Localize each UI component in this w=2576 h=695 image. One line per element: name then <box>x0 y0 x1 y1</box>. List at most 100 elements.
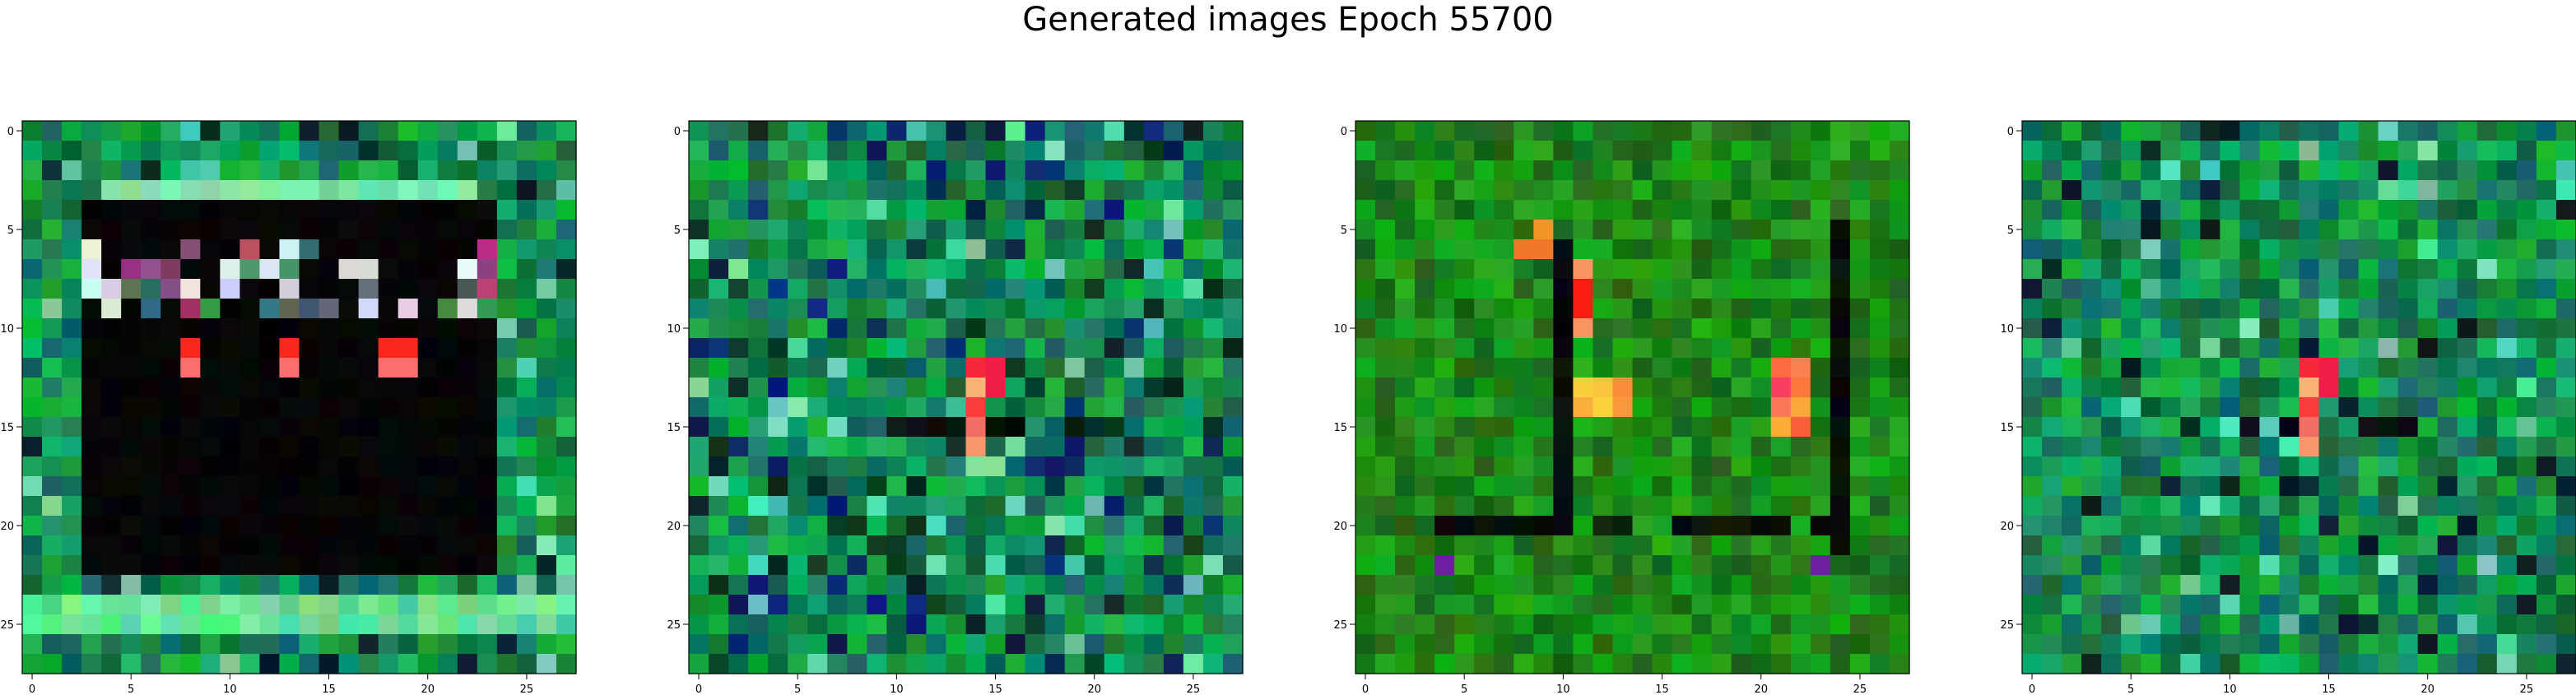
pixel-cell <box>728 239 749 260</box>
pixel-cell <box>417 259 439 280</box>
pixel-cell <box>141 555 161 576</box>
pixel-cell <box>2042 279 2062 299</box>
pixel-cell <box>358 397 379 418</box>
pixel-cell <box>2220 318 2240 339</box>
pixel-cell <box>2141 160 2161 181</box>
pixel-cell <box>1025 397 1046 418</box>
pixel-cell <box>398 121 419 141</box>
pixel-cell <box>2417 476 2439 497</box>
pixel-cell <box>2397 200 2419 220</box>
pixel-cell <box>496 141 518 161</box>
pixel-cell <box>101 378 122 398</box>
pixel-cell <box>180 496 201 517</box>
pixel-cell <box>2239 121 2261 141</box>
y-tick-label: 10 <box>2000 323 2014 336</box>
pixel-cell <box>160 141 181 161</box>
pixel-cell <box>827 299 848 319</box>
pixel-cell <box>121 516 142 536</box>
pixel-cell <box>121 654 142 674</box>
pixel-cell <box>886 358 907 378</box>
pixel-cell <box>2081 437 2102 457</box>
pixel-cell <box>121 634 142 655</box>
pixel-cell <box>2160 141 2181 161</box>
pixel-cell <box>220 259 240 280</box>
pixel-cell <box>1005 358 1026 378</box>
pixel-cell <box>2180 614 2201 635</box>
pixel-cell <box>906 397 928 418</box>
pixel-cell <box>536 555 557 576</box>
pixel-cell <box>259 595 281 615</box>
pixel-cell <box>2180 555 2201 576</box>
pixel-cell <box>556 259 577 280</box>
pixel-cell <box>378 476 399 497</box>
pixel-cell <box>2555 535 2576 556</box>
pixel-cell <box>2180 476 2201 497</box>
pixel-cell <box>42 575 63 595</box>
pixel-cell <box>42 516 63 536</box>
pixel-cell <box>62 180 82 201</box>
pixel-cell <box>2555 220 2576 240</box>
pixel-cell <box>2378 259 2399 280</box>
pixel-cell <box>299 338 320 359</box>
pixel-cell <box>1084 358 1105 378</box>
pixel-cell <box>299 417 320 438</box>
pixel-cell <box>457 378 478 398</box>
pixel-cell <box>2318 259 2340 280</box>
pixel-cell <box>1005 378 1026 398</box>
pixel-cell <box>2220 496 2240 517</box>
pixel-cell <box>220 180 240 201</box>
pixel-cell <box>2318 200 2340 220</box>
pixel-cell <box>2042 575 2062 595</box>
pixel-cell <box>2318 121 2340 141</box>
pixel-cell <box>2141 614 2161 635</box>
pixel-cell <box>2160 595 2181 615</box>
pixel-cell <box>378 220 399 240</box>
pixel-cell <box>2457 496 2478 517</box>
pixel-cell <box>2121 417 2141 438</box>
pixel-cell <box>2417 575 2439 595</box>
pixel-cell <box>2141 535 2161 556</box>
pixel-cell <box>220 496 240 517</box>
pixel-cell <box>2180 338 2201 359</box>
pixel-cell <box>1202 318 1224 339</box>
pixel-cell <box>807 338 828 359</box>
pixel-cell <box>200 516 221 536</box>
pixel-cell <box>378 338 399 359</box>
pixel-cell <box>259 456 281 477</box>
pixel-cell <box>2141 516 2161 536</box>
pixel-cell <box>200 121 221 141</box>
pixel-cell <box>2180 378 2201 398</box>
pixel-cell <box>62 595 82 615</box>
pixel-cell <box>516 141 537 161</box>
pixel-cell <box>2299 456 2320 477</box>
pixel-cell <box>2160 476 2181 497</box>
y-tick-label: 10 <box>0 323 14 336</box>
pixel-cell <box>62 496 82 517</box>
pixel-cell <box>398 358 419 378</box>
pixel-cell <box>101 141 122 161</box>
pixel-cell <box>2378 121 2399 141</box>
pixel-cell <box>2397 121 2419 141</box>
pixel-cell <box>2200 516 2220 536</box>
pixel-cell <box>926 338 947 359</box>
pixel-cell <box>2121 358 2141 378</box>
pixel-cell <box>2476 397 2498 418</box>
pixel-cell <box>279 634 300 655</box>
pixel-cell <box>2200 535 2220 556</box>
pixel-cell <box>358 516 379 536</box>
pixel-cell <box>338 121 360 141</box>
pixel-cell <box>1104 437 1125 457</box>
pixel-cell <box>417 121 439 141</box>
pixel-cell <box>2062 220 2082 240</box>
pixel-cell <box>2081 575 2102 595</box>
pixel-cell <box>398 259 419 280</box>
pixel-cell <box>516 259 537 280</box>
pixel-cell <box>867 180 887 201</box>
pixel-cell <box>259 220 281 240</box>
pixel-cell <box>788 180 808 201</box>
pixel-cell <box>2042 160 2062 181</box>
pixel-cell <box>985 299 1007 319</box>
pixel-cell <box>2081 259 2102 280</box>
pixel-cell <box>2417 378 2439 398</box>
pixel-cell <box>2555 160 2576 181</box>
